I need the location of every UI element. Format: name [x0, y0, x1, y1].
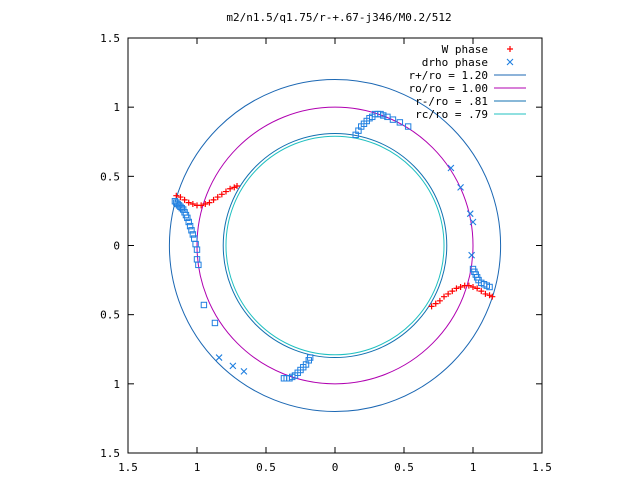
y-tick-label-6: 1.5 [100, 447, 120, 460]
series-0-point-31 [489, 293, 496, 300]
series-1-point-4 [469, 218, 477, 226]
series-0-point-0 [173, 192, 180, 199]
series-2-point-13 [189, 231, 197, 238]
reference-circles [168, 79, 502, 412]
series-2-point-12 [188, 227, 195, 234]
series-2-point-10 [185, 218, 192, 226]
series-2-point-33 [389, 116, 397, 123]
series-0-point-23 [457, 284, 464, 290]
series-0-point-20 [445, 290, 452, 297]
series-0-point-15 [234, 183, 241, 190]
y-tick-label-5: 1 [113, 378, 120, 391]
series-0-point-26 [470, 284, 476, 290]
legend-label-4: r-/ro = .81 [415, 95, 488, 108]
circle-0 [168, 79, 502, 412]
series-1-point-2 [466, 210, 474, 218]
series-0-point-17 [432, 300, 439, 307]
legend-label-2: r+/ro = 1.20 [409, 69, 488, 82]
series-2-point-9 [184, 214, 191, 222]
series-0-point-9 [210, 196, 217, 203]
series-2-point-35 [404, 123, 412, 130]
series-2-point-55 [306, 354, 314, 361]
series-0-point-13 [227, 185, 234, 192]
axis-ticks: 1.5 1 0.5 0 0.5 1 1.51.510.500.511.5 [100, 32, 552, 474]
chart-title: m2/n1.5/q1.75/r-+.67-j346/M0.2/512 [226, 11, 451, 24]
series-0-point-29 [482, 290, 489, 297]
x-tick-label-6: 1.5 [532, 461, 552, 474]
circle-3 [225, 135, 445, 356]
series-2-point-34 [396, 119, 404, 126]
series-2-point-17 [193, 256, 201, 263]
y-tick-label-2: 0.5 [100, 170, 120, 183]
y-tick-label-4: 0.5 [100, 309, 120, 322]
legend-label-0: W phase [442, 43, 488, 56]
series-0-point-19 [441, 293, 448, 300]
series-2-point-31 [380, 112, 387, 119]
series-1-point-7 [240, 367, 248, 375]
series-0-point-12 [222, 188, 229, 195]
circle-2 [222, 132, 448, 359]
x-tick-label-2: 0.5 [256, 461, 276, 474]
series-2-point-20 [211, 319, 219, 327]
series-2-point-11 [186, 222, 194, 230]
series-1-point-6 [229, 362, 237, 370]
x-tick-label-4: 0.5 [394, 461, 414, 474]
series-0-point-18 [436, 297, 443, 304]
y-tick-label-3: 0 [113, 240, 120, 253]
series-0-point-14 [231, 184, 238, 191]
legend-label-1: drho phase [422, 56, 488, 69]
series-0-point-3 [185, 199, 192, 206]
series-0-point-22 [453, 285, 460, 292]
y-tick-label-1: 1 [113, 101, 120, 114]
series-1-point-3 [468, 251, 476, 259]
series-0-point-2 [181, 196, 188, 203]
series-2-point-19 [200, 301, 208, 309]
series-0-point-25 [465, 282, 472, 289]
series-2-point-18 [195, 261, 202, 269]
x-tick-label-5: 1 [470, 461, 477, 474]
series-0-point-30 [486, 292, 493, 299]
series-0-point-28 [478, 288, 485, 295]
legend-label-3: ro/ro = 1.00 [409, 82, 488, 95]
series-2-point-16 [193, 246, 201, 253]
series-0-point-11 [218, 191, 225, 198]
x-tick-label-0: 1.5 [118, 461, 138, 474]
legend-label-5: rc/ro = .79 [415, 108, 488, 121]
y-tick-label-0: 1.5 [100, 32, 120, 45]
circle-1 [196, 106, 474, 385]
series-2-point-44 [486, 283, 493, 291]
legend-symbol-1 [506, 58, 514, 66]
data-series [171, 110, 496, 382]
series-0-point-8 [206, 199, 213, 206]
legend-symbol-0 [507, 46, 513, 52]
x-tick-label-3: 0 [332, 461, 339, 474]
series-1-point-5 [215, 354, 223, 361]
series-0-point-1 [177, 194, 184, 201]
series-0-point-27 [474, 285, 481, 292]
x-tick-label-1: 1 [194, 461, 201, 474]
series-0-point-7 [202, 201, 209, 207]
series-0-point-16 [428, 303, 435, 310]
series-0-point-21 [449, 288, 456, 295]
series-1-point-1 [457, 184, 464, 191]
series-0-point-10 [214, 194, 221, 201]
series-1-point-0 [447, 164, 455, 172]
series-0-point-6 [198, 202, 205, 209]
series-0-point-4 [189, 201, 196, 207]
